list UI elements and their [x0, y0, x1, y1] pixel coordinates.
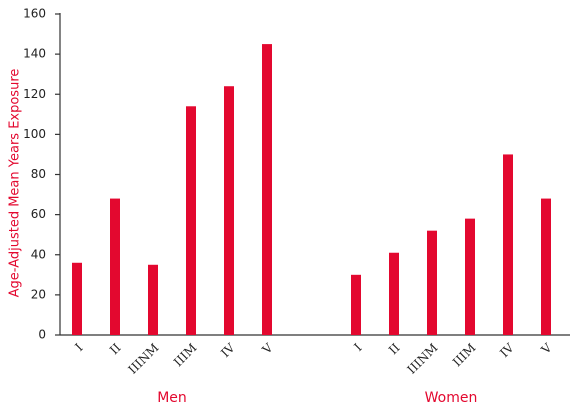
- bar: [262, 44, 272, 335]
- x-tick-label: IIINM: [126, 341, 162, 377]
- bar: [224, 86, 234, 335]
- y-tick-label: 60: [31, 207, 46, 221]
- x-tick-label: V: [538, 340, 555, 357]
- y-tick-label: 40: [31, 247, 46, 261]
- x-tick-label: IIIM: [450, 341, 479, 370]
- bar: [186, 106, 196, 335]
- x-tick-label: I: [72, 341, 85, 354]
- x-tick-label: IIINM: [405, 341, 441, 377]
- x-tick-label: IIIM: [171, 341, 200, 370]
- x-tick-label: V: [259, 340, 276, 357]
- y-tick-label: 0: [38, 328, 46, 342]
- y-tick-label: 160: [23, 7, 46, 21]
- bar: [148, 264, 158, 335]
- group-label: Men: [157, 390, 187, 406]
- bar: [351, 274, 361, 335]
- bar: [465, 218, 475, 335]
- x-tick-label: I: [351, 341, 364, 354]
- y-tick-label: 80: [31, 167, 46, 181]
- y-axis-title: Age-Adjusted Mean Years Exposure: [8, 69, 23, 298]
- y-tick-label: 120: [23, 87, 46, 101]
- bar: [503, 154, 513, 335]
- bar: [541, 198, 551, 335]
- x-tick-label: II: [386, 341, 403, 358]
- bar: [110, 198, 120, 335]
- group-label: Women: [425, 390, 478, 406]
- bar: [427, 230, 437, 335]
- y-tick-label: 140: [23, 47, 46, 61]
- x-tick-label: II: [107, 341, 124, 358]
- y-tick-label: 20: [31, 287, 46, 301]
- x-tick-label: IV: [218, 340, 238, 360]
- bar: [389, 252, 399, 335]
- bar: [72, 262, 82, 335]
- y-tick-label: 100: [23, 127, 46, 141]
- x-tick-label: IV: [497, 340, 517, 360]
